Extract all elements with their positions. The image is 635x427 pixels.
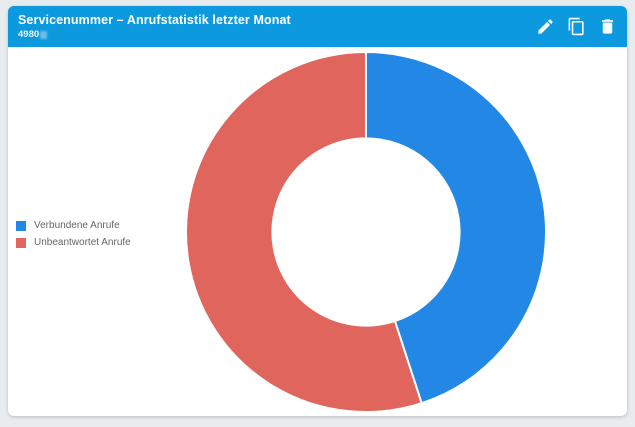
chart-area: Verbundene Anrufe Unbeantwortet Anrufe <box>8 47 627 416</box>
legend-item-verbundene-anrufe[interactable]: Verbundene Anrufe <box>16 220 131 231</box>
edit-button[interactable] <box>535 17 555 37</box>
widget-subtitle: 4980 <box>18 29 40 40</box>
trash-icon <box>601 19 613 34</box>
legend-item-unbeantwortet-anrufe[interactable]: Unbeantwortet Anrufe <box>16 237 131 248</box>
copy-icon <box>568 17 584 36</box>
delete-button[interactable] <box>597 17 617 37</box>
widget-title: Servicenummer – Anrufstatistik letzter M… <box>18 13 291 27</box>
widget-subtitle-row: 4980 <box>18 29 291 40</box>
donut-slice-verbundene[interactable] <box>365 50 547 405</box>
legend-label: Unbeantwortet Anrufe <box>34 237 131 248</box>
pencil-icon <box>537 19 553 34</box>
widget-actions <box>535 17 617 37</box>
chart-legend: Verbundene Anrufe Unbeantwortet Anrufe <box>16 220 131 248</box>
donut-chart <box>185 50 547 413</box>
subtitle-redaction <box>40 30 48 39</box>
duplicate-button[interactable] <box>566 17 586 37</box>
legend-swatch-red <box>16 237 26 248</box>
widget-header-titles: Servicenummer – Anrufstatistik letzter M… <box>18 13 291 40</box>
chart-widget-card: Servicenummer – Anrufstatistik letzter M… <box>8 6 627 416</box>
widget-header: Servicenummer – Anrufstatistik letzter M… <box>8 6 627 47</box>
donut-slice-unbeantwortet[interactable] <box>185 50 423 413</box>
legend-label: Verbundene Anrufe <box>34 220 120 231</box>
legend-swatch-blue <box>16 220 26 231</box>
